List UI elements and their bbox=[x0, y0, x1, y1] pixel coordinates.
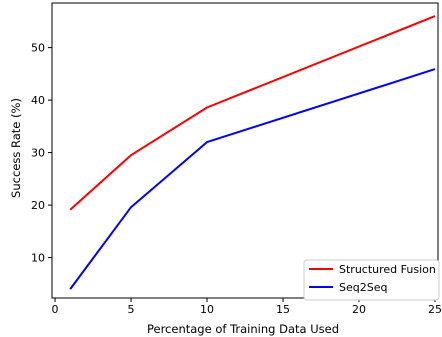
series-line-structured-fusion bbox=[69, 15, 436, 211]
x-tick-label: 20 bbox=[352, 303, 366, 316]
series-layer bbox=[69, 15, 436, 290]
y-tick-label: 10 bbox=[31, 252, 45, 265]
plot-area bbox=[51, 2, 439, 299]
legend-label-structured-fusion: Structured Fusion bbox=[339, 263, 436, 276]
y-axis-label: Success Rate (%) bbox=[9, 98, 23, 198]
y-tick-label: 40 bbox=[31, 94, 45, 107]
legend-box bbox=[303, 259, 440, 301]
x-tick-label: 15 bbox=[276, 303, 290, 316]
x-tick-label: 0 bbox=[52, 303, 59, 316]
legend-label-seq2seq: Seq2Seq bbox=[339, 281, 387, 294]
x-tick-label: 5 bbox=[128, 303, 135, 316]
legend: Structured Fusion Seq2Seq bbox=[303, 259, 440, 301]
x-axis-label: Percentage of Training Data Used bbox=[147, 322, 339, 336]
x-axis: 0 5 10 15 20 25 bbox=[52, 298, 442, 316]
x-tick-label: 10 bbox=[200, 303, 214, 316]
y-tick-label: 20 bbox=[31, 199, 45, 212]
series-line-seq2seq bbox=[69, 68, 436, 290]
y-axis: 10 20 30 40 50 bbox=[31, 42, 52, 265]
y-tick-label: 30 bbox=[31, 147, 45, 160]
x-tick-label: 25 bbox=[428, 303, 442, 316]
plot-frame bbox=[51, 2, 439, 299]
y-tick-label: 50 bbox=[31, 42, 45, 55]
